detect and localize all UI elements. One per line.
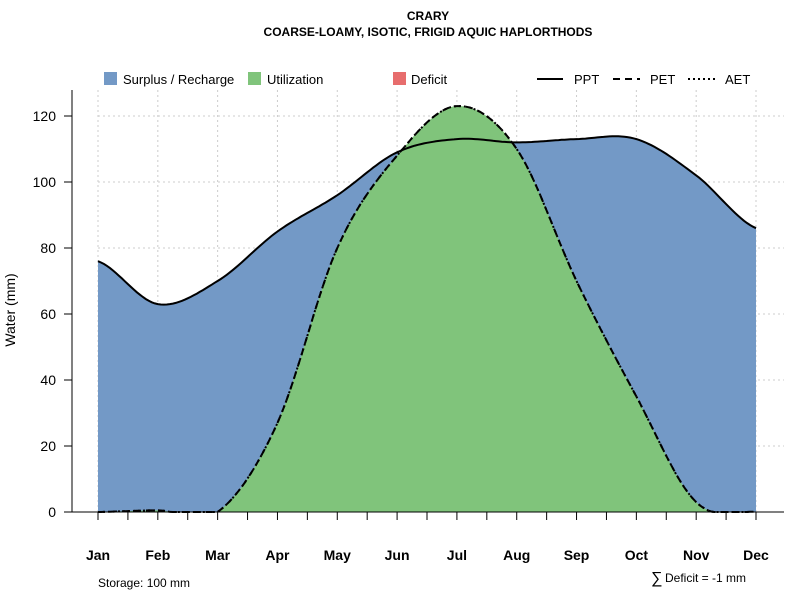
y-tick-label: 100 [33, 174, 57, 190]
y-tick-label: 60 [40, 306, 56, 322]
legend-label-deficit: Deficit [411, 72, 448, 87]
chart-subtitle: COARSE-LOAMY, ISOTIC, FRIGID AQUIC HAPLO… [264, 25, 593, 39]
x-tick-label: Jun [385, 547, 410, 563]
legend-label-utilization: Utilization [267, 72, 323, 87]
x-tick-label: Oct [625, 547, 649, 563]
x-tick-label: Jul [447, 547, 467, 563]
x-tick-label: Aug [503, 547, 530, 563]
legend-swatch-utilization [248, 72, 261, 85]
x-tick-label: Apr [265, 547, 290, 563]
storage-annotation: Storage: 100 mm [98, 576, 190, 590]
legend-label-pet: PET [650, 72, 675, 87]
x-tick-label: Jan [86, 547, 110, 563]
area-layer [98, 106, 756, 513]
x-tick-label: Feb [145, 547, 170, 563]
sum-symbol-icon: ∑ [651, 570, 662, 587]
y-tick-label: 20 [40, 438, 56, 454]
x-tick-label: Nov [683, 547, 710, 563]
y-tick-label: 0 [48, 504, 56, 520]
ppt-line [97, 135, 757, 306]
y-tick-label: 40 [40, 372, 56, 388]
legend-label-ppt: PPT [574, 72, 599, 87]
axes: 0 20 40 60 80 100 120 Jan Feb Mar Apr May Jun Jul Aug S… [33, 90, 784, 563]
legend-label-aet: AET [725, 72, 750, 87]
y-tick-label: 120 [33, 108, 57, 124]
x-tick-label: Sep [564, 547, 590, 563]
aet-line [98, 105, 757, 513]
x-tick-label: May [324, 547, 351, 563]
x-tick-label: Dec [743, 547, 769, 563]
y-tick-label: 80 [40, 240, 56, 256]
legend-swatch-deficit [393, 72, 406, 85]
legend-label-surplus: Surplus / Recharge [123, 72, 234, 87]
chart-title: CRARY [407, 9, 449, 23]
y-axis-label: Water (mm) [2, 273, 18, 346]
x-tick-label: Mar [205, 547, 230, 563]
legend: Surplus / Recharge Utilization Deficit P… [104, 72, 750, 87]
utilization-area [98, 106, 756, 512]
deficit-annotation: Deficit = -1 mm [665, 571, 746, 585]
legend-swatch-surplus [104, 72, 117, 85]
